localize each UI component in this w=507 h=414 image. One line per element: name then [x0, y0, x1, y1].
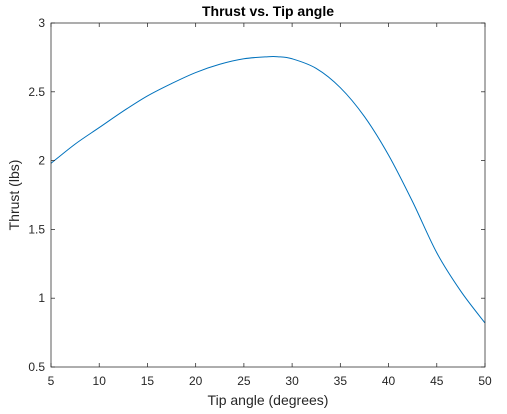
- x-tick-label: 10: [93, 374, 107, 388]
- x-tick-label: 35: [334, 374, 348, 388]
- y-tick-label: 1.5: [28, 222, 45, 236]
- x-tick-label: 45: [430, 374, 444, 388]
- x-tick-label: 40: [382, 374, 396, 388]
- chart-title: Thrust vs. Tip angle: [202, 3, 334, 19]
- y-ticks: 0.5 1 1.5 2 2.5 3: [28, 16, 485, 374]
- series-layer: [50, 55, 486, 324]
- axes-box: [50, 22, 486, 368]
- y-tick-label: 2: [38, 154, 45, 168]
- x-tick-label: 50: [478, 374, 492, 388]
- y-tick-label: 0.5: [28, 360, 45, 374]
- y-axis-label: Thrust (lbs): [6, 160, 22, 231]
- x-tick-label: 30: [285, 374, 299, 388]
- y-tick-label: 2.5: [28, 85, 45, 99]
- x-tick-label: 25: [237, 374, 251, 388]
- y-tick-label: 1: [38, 291, 45, 305]
- x-tick-label: 20: [189, 374, 203, 388]
- x-axis-label: Tip angle (degrees): [208, 392, 329, 408]
- y-tick-label: 3: [38, 16, 45, 30]
- plot-background: [51, 23, 485, 367]
- series-line-0: [50, 55, 486, 324]
- x-tick-label: 15: [141, 374, 155, 388]
- x-tick-label: 5: [48, 374, 55, 388]
- x-ticks: 5 10 15 20 25 30 35 40 45 50: [48, 23, 492, 388]
